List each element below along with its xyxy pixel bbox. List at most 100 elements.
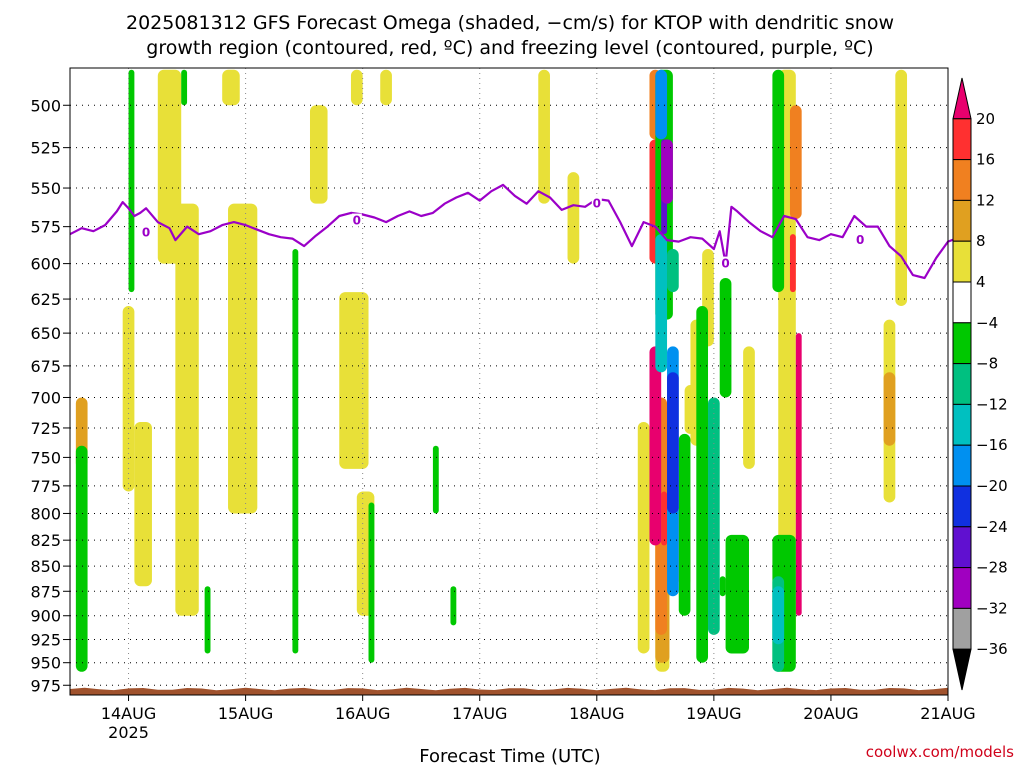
colorbar-band-5 [952,281,972,324]
colorbar-band-3 [952,199,972,242]
colorbar-label-7: −12 [976,395,1008,413]
omega-cell-50 [667,249,679,293]
ytick-label-825: 825 [30,531,61,550]
colorbar-label-3: 8 [976,232,986,250]
ytick-label-950: 950 [30,654,61,673]
surface-terrain [70,687,948,695]
colorbar-band-10 [952,485,972,528]
colorbar-band-9 [952,444,972,487]
colorbar-bottom-triangle [952,648,972,691]
omega-cell-31 [789,234,796,293]
colorbar-label-2: 12 [976,191,995,209]
omega-cell-34 [75,445,88,672]
omega-cell-37 [204,586,211,654]
omega-cell-5 [222,69,240,106]
omega-cell-40 [432,445,439,514]
freezing-label-bg-0 [141,225,152,239]
colorbar-band-6 [952,322,972,365]
omega-cell-49 [719,576,726,597]
colorbar-band-12 [952,567,972,609]
xtick-label-18AUG: 18AUG [569,704,624,723]
colorbar-band-11 [952,526,972,569]
omega-cell-57 [667,372,679,514]
ytick-label-500: 500 [30,96,61,115]
ytick-label-575: 575 [30,218,61,237]
freezing-label-bg-2 [591,196,602,210]
omega-cell-18 [743,346,755,469]
omega-cell-33 [795,333,802,616]
xtick-sublabel-14AUG: 2025 [108,723,149,742]
ytick-label-550: 550 [30,179,61,198]
ytick-label-525: 525 [30,139,61,158]
xtick-label-19AUG: 19AUG [686,704,741,723]
ytick-label-600: 600 [30,255,61,274]
xtick-label-20AUG: 20AUG [803,704,858,723]
xtick-label-15AUG: 15AUG [218,704,273,723]
colorbar-label-13: −36 [976,640,1008,658]
freezing-label-1: 0 [353,214,361,228]
plot-frame [69,67,949,696]
omega-cell-35 [128,69,135,293]
ytick-label-775: 775 [30,477,61,496]
ytick-label-675: 675 [30,357,61,376]
freezing-label-4: 0 [856,233,864,247]
omega-cell-10 [380,69,392,106]
ytick-label-850: 850 [30,557,61,576]
freezing-label-bg-3 [720,256,731,270]
xtick-label-16AUG: 16AUG [335,704,390,723]
freezing-label-3: 0 [721,257,729,271]
freezing-level-contour: 0 0 0 0 0 [69,183,961,280]
colorbar-label-0: 20 [976,110,995,128]
colorbar-label-10: −24 [976,518,1008,536]
colorbar-label-9: −20 [976,477,1008,495]
omega-cell-44 [696,305,709,663]
ytick-label-725: 725 [30,419,61,438]
omega-cell-55 [655,69,668,140]
omega-cell-27 [789,105,802,220]
ytick-label-625: 625 [30,290,61,309]
ytick-label-700: 700 [30,388,61,407]
colorbar-top-triangle [952,77,972,120]
omega-cell-41 [450,586,457,626]
ytick-label-900: 900 [30,607,61,626]
colorbar-band-4 [952,240,972,283]
omega-cell-47 [772,69,785,293]
colorbar-label-11: −28 [976,559,1008,577]
freezing-label-bg-4 [855,233,866,247]
credit-text: coolwx.com/models [866,743,1014,761]
omega-cell-11 [538,69,550,204]
xtick-label-17AUG: 17AUG [452,704,507,723]
omega-cell-32 [649,346,662,546]
colorbar-label-1: 16 [976,151,995,169]
grid-lines [70,68,949,695]
omega-cell-6 [309,105,328,204]
omega-cell-1 [134,421,152,587]
omega-cell-43 [678,433,691,616]
omega-cell-21 [895,69,908,306]
ytick-label-800: 800 [30,504,61,523]
freezing-label-2: 0 [593,197,601,211]
x-axis-label: Forecast Time (UTC) [419,746,600,767]
omega-cell-4 [228,203,258,514]
colorbar-band-8 [952,403,972,446]
omega-cell-51 [708,397,720,635]
omega-cell-45 [719,277,732,398]
freezing-label-0: 0 [142,226,150,240]
omega-shading [75,69,908,672]
colorbar-label-12: −32 [976,599,1008,617]
omega-cell-30 [661,491,668,546]
omega-cell-12 [567,172,580,264]
omega-cell-3 [175,203,199,616]
freezing-level-line [69,183,961,280]
ytick-label-750: 750 [30,448,61,467]
freezing-label-bg-1 [351,213,362,227]
ytick-label-875: 875 [30,582,61,601]
colorbar-label-6: −8 [976,355,998,373]
ytick-label-925: 925 [30,631,61,650]
omega-cell-53 [655,234,668,373]
surface-fill [70,687,948,695]
omega-cell-36 [181,69,188,106]
omega-cell-39 [368,502,375,663]
